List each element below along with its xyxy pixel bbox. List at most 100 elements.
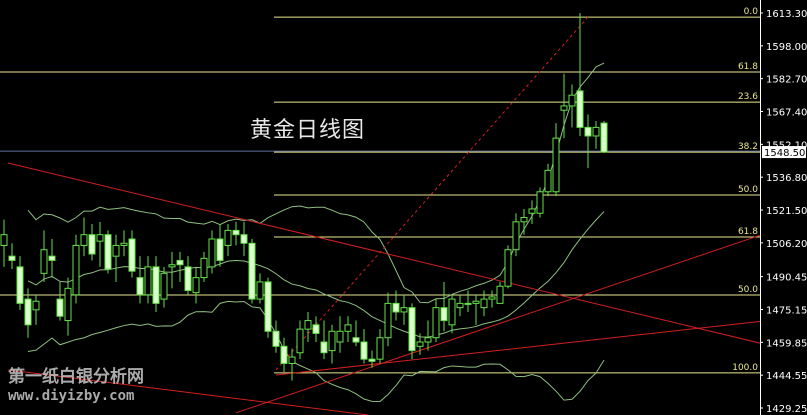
bull-candle bbox=[472, 300, 480, 304]
bear-candle bbox=[280, 345, 288, 364]
bull-candle bbox=[520, 217, 528, 223]
bear-candle bbox=[352, 337, 360, 343]
bear-candle bbox=[248, 242, 256, 300]
bull-candle bbox=[448, 298, 456, 326]
bear-candle bbox=[8, 255, 16, 261]
bull-candle bbox=[112, 244, 120, 257]
bear-candle bbox=[56, 298, 64, 317]
bull-candle bbox=[384, 302, 392, 339]
bull-candle bbox=[464, 302, 472, 305]
bear-candle bbox=[232, 229, 240, 236]
bull-candle bbox=[552, 137, 560, 193]
trendline bbox=[275, 320, 769, 376]
bull-candle bbox=[528, 208, 536, 214]
bear-candle bbox=[584, 126, 592, 137]
bull-candle bbox=[424, 337, 432, 343]
bull-candle bbox=[304, 320, 312, 330]
bear-candle bbox=[16, 266, 24, 304]
price-tick-label: 1536.80 bbox=[766, 173, 807, 184]
price-tick-label: 1552.10 bbox=[766, 140, 807, 151]
bear-candle bbox=[264, 281, 272, 332]
bear-candle bbox=[600, 122, 608, 153]
price-axis-area bbox=[760, 0, 807, 415]
bollinger-middle-band bbox=[27, 211, 605, 338]
fib-level-label: 100.0 bbox=[732, 363, 758, 373]
bull-candle bbox=[400, 307, 408, 313]
bear-candle bbox=[312, 324, 320, 334]
price-tick-label: 1459.85 bbox=[766, 338, 807, 349]
fib-level-label: 61.8 bbox=[738, 62, 758, 72]
fib-level-label: 38.2 bbox=[738, 142, 758, 152]
bull-candle bbox=[64, 287, 72, 322]
chart-title: 黄金日线图 bbox=[250, 118, 366, 143]
bear-candle bbox=[152, 266, 160, 304]
bull-candle bbox=[256, 281, 264, 300]
bear-candle bbox=[136, 277, 144, 296]
watermark-url: www.diyizby.com bbox=[8, 388, 135, 404]
bull-candle bbox=[224, 229, 232, 246]
bear-candle bbox=[88, 234, 96, 255]
bull-candle bbox=[512, 221, 520, 251]
bollinger-lower-band bbox=[27, 300, 605, 403]
bull-candle bbox=[496, 285, 504, 304]
price-tick-label: 1444.55 bbox=[766, 371, 807, 382]
bull-candle bbox=[160, 272, 168, 300]
price-tick-label: 1582.70 bbox=[766, 75, 807, 86]
bull-candle bbox=[80, 234, 88, 246]
bull-candle bbox=[336, 330, 344, 343]
price-tick-label: 1567.40 bbox=[766, 108, 807, 119]
bull-candle bbox=[72, 244, 80, 296]
bull-candle bbox=[456, 302, 464, 309]
bear-candle bbox=[240, 234, 248, 244]
bear-candle bbox=[440, 307, 448, 322]
price-tick-label: 1506.20 bbox=[766, 239, 807, 250]
bull-candle bbox=[416, 341, 424, 347]
bull-candle bbox=[344, 324, 352, 332]
bull-candle bbox=[208, 238, 216, 268]
bull-candle bbox=[488, 296, 496, 300]
bear-candle bbox=[216, 238, 224, 261]
bull-candle bbox=[120, 242, 128, 246]
bear-candle bbox=[48, 255, 56, 261]
fib-level-label: 23.6 bbox=[738, 92, 758, 102]
bull-candle bbox=[536, 191, 544, 214]
bear-candle bbox=[320, 341, 328, 354]
fib-level-label: 0.0 bbox=[744, 7, 759, 17]
bear-candle bbox=[408, 307, 416, 352]
bull-candle bbox=[328, 330, 336, 352]
fib-level-label: 61.8 bbox=[738, 227, 758, 237]
trendline bbox=[275, 16, 589, 371]
current-price-box bbox=[762, 146, 806, 159]
bull-candle bbox=[0, 234, 8, 246]
bull-candle bbox=[376, 337, 384, 360]
bull-candle bbox=[96, 234, 104, 242]
bull-candle bbox=[200, 257, 208, 279]
trendline bbox=[235, 232, 769, 414]
bull-candle bbox=[144, 266, 152, 296]
bull-candle bbox=[32, 300, 40, 311]
bear-candle bbox=[176, 259, 184, 266]
price-tick-label: 1598.00 bbox=[766, 42, 807, 53]
fib-level-label: 50.0 bbox=[738, 285, 758, 295]
bull-candle bbox=[432, 307, 440, 339]
bear-candle bbox=[184, 266, 192, 291]
price-tick-label: 1521.50 bbox=[766, 206, 807, 217]
bear-candle bbox=[128, 238, 136, 272]
price-tick-label: 1475.15 bbox=[766, 305, 807, 316]
bull-candle bbox=[568, 94, 576, 107]
bear-candle bbox=[392, 302, 400, 313]
trendline bbox=[7, 369, 369, 415]
fib-level-label: 50.0 bbox=[738, 185, 758, 195]
bull-candle bbox=[192, 277, 200, 294]
bear-candle bbox=[24, 298, 32, 326]
current-price-label: 1548.50 bbox=[764, 148, 805, 159]
bear-candle bbox=[368, 358, 376, 362]
bear-candle bbox=[360, 341, 368, 360]
bear-candle bbox=[576, 90, 584, 128]
price-tick-label: 1613.30 bbox=[766, 9, 807, 20]
bull-candle bbox=[592, 126, 600, 137]
bull-candle bbox=[560, 105, 568, 111]
bull-candle bbox=[40, 249, 48, 274]
